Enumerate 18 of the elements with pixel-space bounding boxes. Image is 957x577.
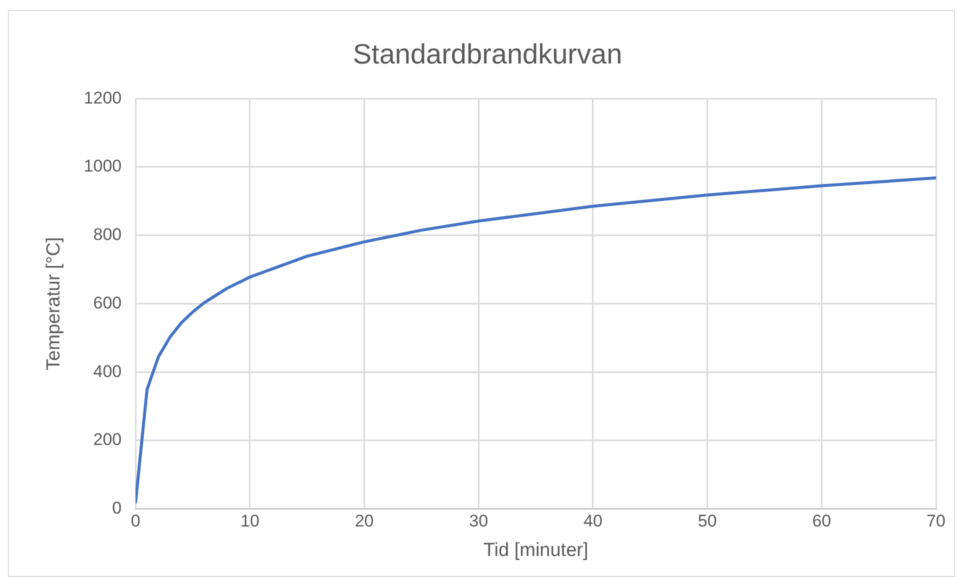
x-tick-label: 70 <box>926 512 946 531</box>
y-tick-label: 0 <box>112 498 122 518</box>
chart-title: Standardbrandkurvan <box>352 38 622 70</box>
y-tick-label: 200 <box>93 430 122 450</box>
x-axis-title: Tid [minuter] <box>483 540 588 561</box>
y-tick-label: 1000 <box>84 156 122 176</box>
x-tick-label: 50 <box>698 512 717 531</box>
y-tick-label: 800 <box>93 225 122 244</box>
y-tick-label: 600 <box>93 293 122 312</box>
y-axis-title: Temperatur [°C] <box>44 237 65 370</box>
y-tick-label: 400 <box>93 362 122 381</box>
y-tick-label: 1200 <box>84 88 122 108</box>
x-tick-label: 60 <box>812 512 832 531</box>
x-tick-label: 0 <box>130 512 140 531</box>
x-tick-label: 20 <box>354 512 374 531</box>
x-tick-label: 30 <box>469 512 488 531</box>
x-tick-label: 40 <box>584 512 602 531</box>
x-tick-label: 10 <box>240 512 260 531</box>
